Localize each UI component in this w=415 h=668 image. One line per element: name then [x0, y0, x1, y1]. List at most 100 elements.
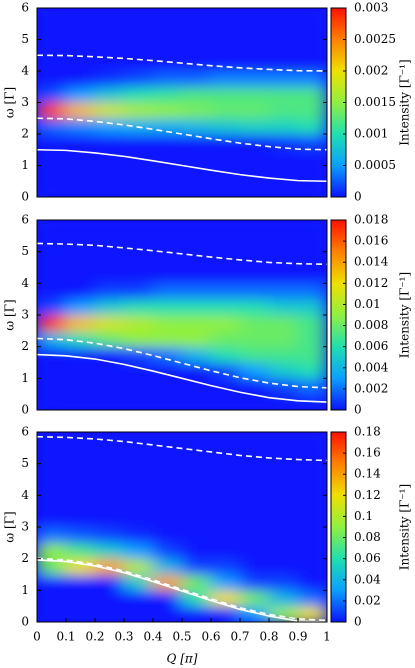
heatmap-cell: [37, 102, 67, 119]
heatmap-cell: [210, 235, 241, 253]
heatmap-cell: [65, 8, 96, 25]
heatmap-cell: [239, 235, 270, 253]
heatmap-cell: [297, 23, 327, 40]
heatmap-cell: [123, 251, 154, 268]
heatmap-cell: [181, 86, 212, 103]
heatmap-cell: [210, 102, 241, 119]
heatmap-cell: [297, 463, 327, 480]
heatmap-cell: [152, 526, 183, 544]
heatmap-cell: [94, 542, 125, 560]
heatmap-cell: [94, 463, 125, 480]
heatmap-cell: [37, 447, 67, 465]
heatmap-cell: [123, 479, 154, 496]
y-tick-label: 6: [21, 213, 29, 227]
y-axis-label: ω [Γ]: [3, 511, 17, 542]
x-tick-label: 0.9: [288, 630, 307, 644]
heatmap-cell: [37, 282, 67, 300]
heatmap: [37, 220, 327, 410]
heatmap-cell: [123, 463, 154, 480]
heatmap-cell: [297, 589, 327, 607]
heatmap-cell: [297, 180, 327, 197]
heatmap-cell: [152, 235, 183, 253]
heatmap-cell: [210, 8, 241, 25]
heatmap-cell: [37, 117, 67, 135]
heatmap-cell: [94, 267, 125, 284]
heatmap-cell: [268, 447, 299, 465]
heatmap-cell: [297, 86, 327, 103]
y-tick-label: 1: [21, 583, 29, 597]
heatmap-cell: [123, 432, 154, 449]
heatmap-cell: [65, 23, 96, 40]
heatmap-cell: [123, 149, 154, 166]
heatmap-cell: [239, 574, 270, 591]
heatmap-cell: [123, 23, 154, 40]
heatmap-cell: [210, 251, 241, 268]
heatmap-cell: [152, 70, 183, 88]
heatmap-cell: [152, 102, 183, 119]
heatmap-cell: [297, 235, 327, 253]
heatmap-cell: [94, 298, 125, 316]
heatmap-cell: [94, 605, 125, 622]
heatmap-cell: [37, 558, 67, 575]
heatmap-cell: [181, 133, 212, 151]
heatmap-cell: [239, 54, 270, 72]
heatmap-cell: [65, 574, 96, 591]
heatmap-cell: [181, 8, 212, 25]
heatmap-cell: [94, 117, 125, 135]
y-tick-label: 3: [21, 308, 29, 322]
heatmap-cell: [152, 463, 183, 480]
heatmap-cell: [65, 149, 96, 166]
heatmap-cell: [239, 8, 270, 25]
heatmap-cell: [123, 86, 154, 103]
heatmap-cell: [94, 510, 125, 528]
heatmap-cell: [210, 314, 241, 332]
heatmap-cell: [37, 605, 67, 622]
heatmap-cell: [297, 330, 327, 348]
heatmap-cell: [152, 180, 183, 197]
heatmap-cell: [181, 220, 212, 237]
heatmap-cell: [239, 39, 270, 56]
heatmap-cell: [94, 251, 125, 268]
heatmap-cell: [210, 133, 241, 151]
heatmap-cell: [239, 251, 270, 268]
colorbar-tick-label: 0.08: [354, 530, 381, 544]
heatmap-cell: [123, 605, 154, 622]
y-tick-label: 0: [21, 615, 29, 629]
y-tick-label: 2: [21, 127, 29, 141]
heatmap-cell: [210, 362, 241, 379]
heatmap-cell: [65, 298, 96, 316]
heatmap-cell: [94, 180, 125, 197]
heatmap-cell: [152, 23, 183, 40]
heatmap-cell: [210, 510, 241, 528]
heatmap-cell: [123, 180, 154, 197]
heatmap-cell: [65, 314, 96, 332]
heatmap-cell: [239, 267, 270, 284]
heatmap-cell: [94, 165, 125, 182]
heatmap-cell: [94, 102, 125, 119]
heatmap-cell: [210, 574, 241, 591]
colorbar-tick-label: 0.1: [354, 509, 373, 523]
colorbar-tick-label: 0.001: [354, 127, 388, 141]
heatmap-cell: [181, 102, 212, 119]
heatmap-cell: [152, 8, 183, 25]
x-tick-label: 0.5: [172, 630, 191, 644]
heatmap-cell: [123, 267, 154, 284]
heatmap-cell: [65, 330, 96, 348]
heatmap-cell: [65, 117, 96, 135]
heatmap-cell: [210, 558, 241, 575]
heatmap-cell: [268, 463, 299, 480]
heatmap-cell: [239, 298, 270, 316]
heatmap-cell: [239, 542, 270, 560]
heatmap-cell: [297, 314, 327, 332]
colorbar-tick-label: 0.04: [354, 572, 381, 586]
colorbar-tick-label: 0.004: [354, 360, 389, 374]
heatmap-cell: [65, 133, 96, 151]
heatmap-cell: [123, 377, 154, 395]
heatmap-cell: [181, 346, 212, 363]
colorbar-label: Intensity [Γ⁻¹]: [398, 484, 412, 570]
heatmap-cell: [37, 251, 67, 268]
heatmap-cell: [181, 180, 212, 197]
heatmap-cell: [94, 574, 125, 591]
y-tick-label: 5: [21, 32, 29, 46]
heatmap-cell: [268, 220, 299, 237]
